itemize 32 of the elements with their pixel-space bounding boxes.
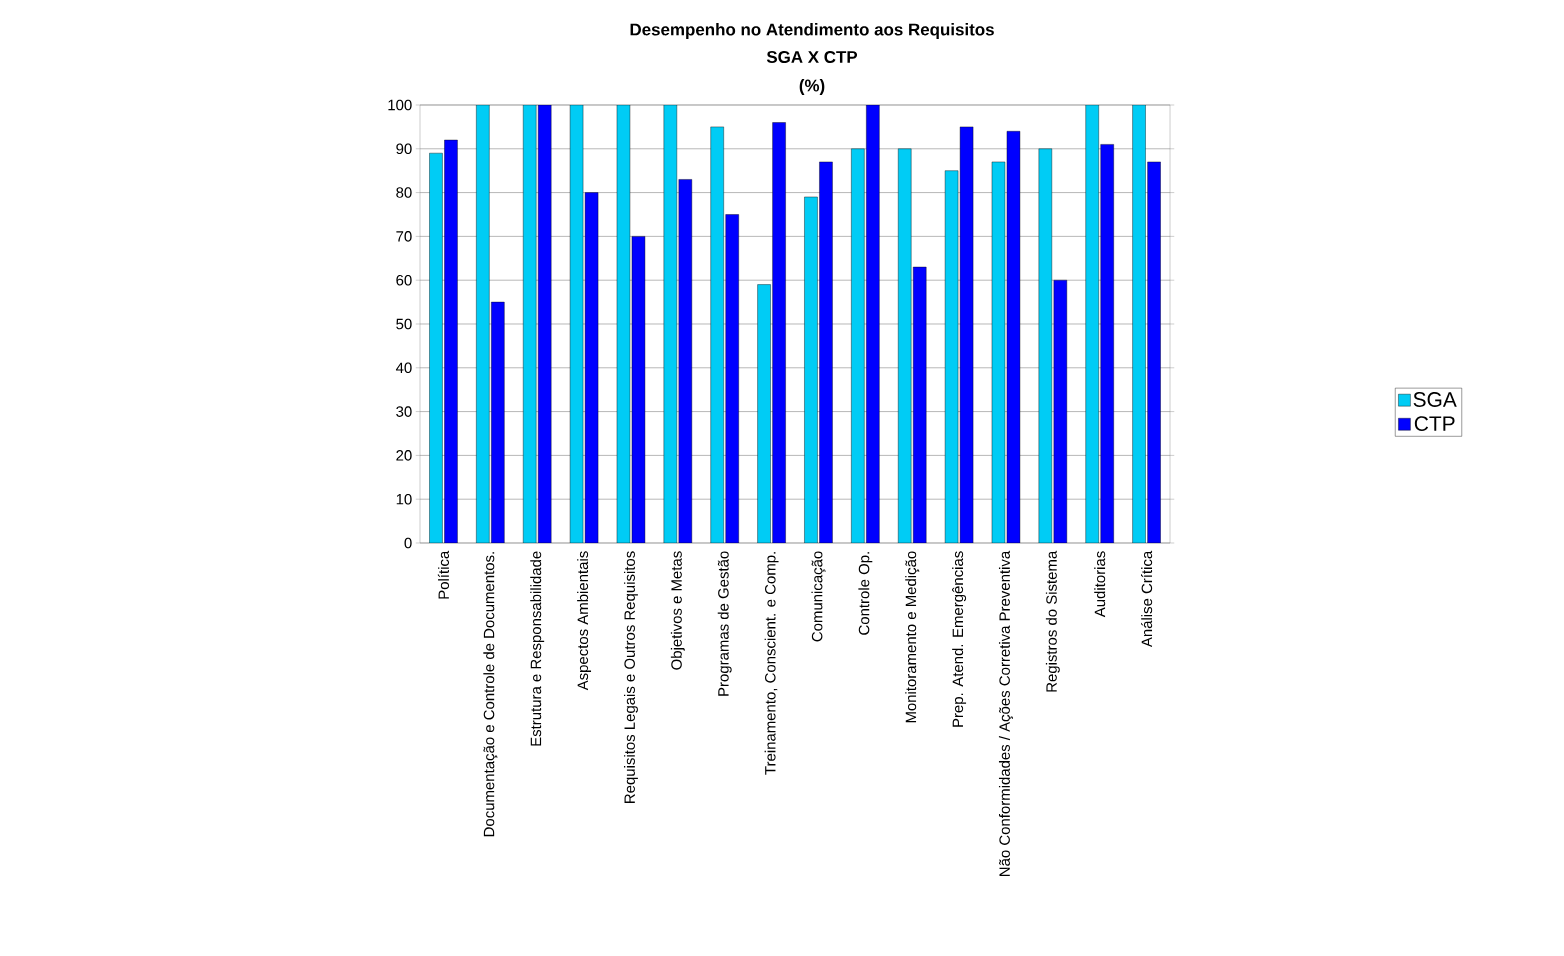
x-tick-label: Treinamento, Conscient. e Comp. bbox=[764, 552, 779, 775]
x-tick-label: Estrutura e Responsabilidade bbox=[530, 551, 545, 746]
x-tick-label: Objetivos e Metas bbox=[670, 551, 685, 670]
x-tick-label: Documentação e Controle de Documentos. bbox=[483, 552, 498, 837]
x-tick-label: Registros do Sistema bbox=[1045, 550, 1060, 692]
y-tick-label: 100 bbox=[388, 99, 412, 111]
y-tick-label: 60 bbox=[396, 274, 412, 286]
x-tick-label: Prep. Atend. Emergências bbox=[952, 551, 967, 727]
x-tick-label: Aspectos Ambientais bbox=[577, 551, 592, 691]
y-tick-label: 20 bbox=[396, 450, 412, 461]
y-tick-label: 80 bbox=[396, 187, 412, 198]
x-tick-label: Comunicação bbox=[811, 551, 826, 642]
y-tick-label: 10 bbox=[396, 493, 412, 505]
legend-label: SGA bbox=[1413, 392, 1457, 407]
chart-subtitle: SGA X CTP bbox=[766, 50, 858, 63]
y-tick-label: 40 bbox=[395, 362, 412, 374]
x-tick-label: Monitoramento e Medição bbox=[905, 551, 920, 723]
x-tick-label: Programas de Gestão bbox=[717, 551, 732, 696]
y-tick-label: 30 bbox=[396, 406, 412, 417]
x-tick-label: Requisitos Legais e Outros Requisitos bbox=[623, 551, 638, 803]
y-tick-label: 0 bbox=[404, 537, 412, 549]
x-tick-label: Não Conformidades / Ações Corretiva Preventiva bbox=[998, 550, 1013, 876]
legend-label: CTP bbox=[1414, 416, 1455, 432]
chart-title: Desempenho no Atendimento aos Requisitos bbox=[630, 23, 994, 39]
y-tick-label: 70 bbox=[396, 231, 412, 242]
y-tick-label: 90 bbox=[396, 143, 412, 155]
x-tick-label: Auditorias bbox=[1094, 551, 1106, 618]
y-tick-label: 50 bbox=[396, 318, 412, 330]
x-tick-label: Análise Crítica bbox=[1141, 550, 1153, 648]
x-tick-label: Política bbox=[437, 550, 450, 599]
x-tick-label: Controle Op. bbox=[858, 552, 873, 635]
text: (%) bbox=[799, 79, 825, 95]
